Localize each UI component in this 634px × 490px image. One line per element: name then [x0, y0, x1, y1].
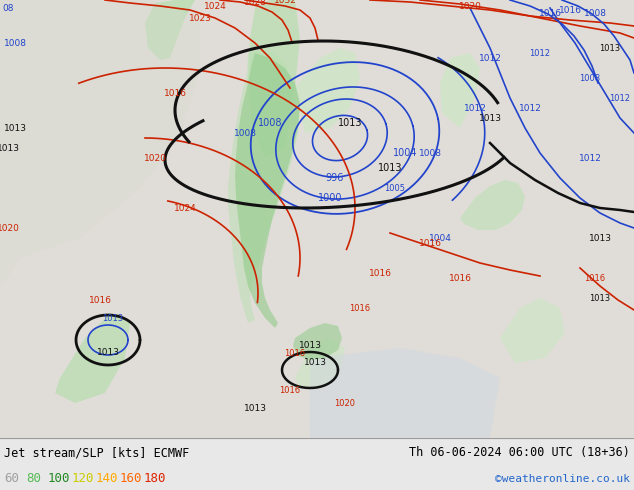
Text: 1013: 1013 — [243, 403, 266, 413]
Text: 1012: 1012 — [463, 103, 486, 113]
Text: 1013: 1013 — [588, 234, 612, 243]
Text: 1008: 1008 — [233, 128, 257, 138]
Text: 1012: 1012 — [609, 94, 630, 102]
Text: 1013: 1013 — [338, 118, 362, 128]
Text: 1013: 1013 — [479, 114, 501, 122]
Text: 1023: 1023 — [188, 14, 211, 23]
Text: 996: 996 — [326, 173, 344, 183]
Polygon shape — [440, 53, 480, 128]
Polygon shape — [500, 298, 565, 363]
Polygon shape — [235, 53, 300, 328]
Text: 1012: 1012 — [479, 53, 501, 63]
Text: 1005: 1005 — [384, 183, 406, 193]
Text: 1016: 1016 — [538, 8, 562, 18]
Text: 08: 08 — [3, 3, 14, 13]
Text: 1024: 1024 — [204, 1, 226, 10]
Polygon shape — [293, 323, 342, 360]
Text: 1016: 1016 — [164, 89, 186, 98]
Text: 1013: 1013 — [103, 314, 124, 322]
Text: 1016: 1016 — [418, 239, 441, 247]
Text: 1012: 1012 — [529, 49, 550, 57]
Text: 1032: 1032 — [273, 0, 297, 4]
Text: 1013: 1013 — [299, 341, 321, 349]
Text: ©weatheronline.co.uk: ©weatheronline.co.uk — [495, 473, 630, 484]
Text: 1013: 1013 — [96, 347, 119, 357]
Polygon shape — [0, 0, 200, 288]
Text: 1016: 1016 — [280, 386, 301, 394]
Text: 1016: 1016 — [349, 303, 370, 313]
Text: 1020: 1020 — [143, 153, 167, 163]
Text: 1016: 1016 — [585, 273, 605, 283]
Text: 1024: 1024 — [174, 203, 197, 213]
Text: 1008: 1008 — [579, 74, 600, 82]
Polygon shape — [460, 180, 525, 230]
Polygon shape — [248, 0, 300, 158]
Text: 1016: 1016 — [89, 295, 112, 304]
Text: 180: 180 — [144, 472, 167, 485]
Text: 1016: 1016 — [448, 273, 472, 283]
Text: 1020: 1020 — [458, 1, 481, 10]
Text: 1013: 1013 — [304, 358, 327, 367]
Text: 80: 80 — [26, 472, 41, 485]
Text: 140: 140 — [96, 472, 119, 485]
Text: 1013: 1013 — [599, 44, 621, 52]
Text: 1016: 1016 — [559, 5, 581, 15]
Polygon shape — [295, 338, 345, 390]
Text: 1008: 1008 — [418, 148, 441, 157]
Text: 1028: 1028 — [243, 0, 266, 6]
Polygon shape — [55, 313, 130, 403]
Text: Jet stream/SLP [kts] ECMWF: Jet stream/SLP [kts] ECMWF — [4, 446, 190, 459]
Text: 1013: 1013 — [590, 294, 611, 302]
Text: 1000: 1000 — [318, 193, 342, 203]
Text: 60: 60 — [4, 472, 19, 485]
Text: 1004: 1004 — [429, 234, 451, 243]
Text: 1013: 1013 — [0, 144, 20, 152]
Text: 1016: 1016 — [368, 269, 392, 277]
Text: 1016: 1016 — [285, 348, 306, 358]
Polygon shape — [228, 50, 300, 323]
Polygon shape — [310, 348, 500, 438]
Text: 1020: 1020 — [0, 223, 20, 232]
Text: 1004: 1004 — [392, 148, 417, 158]
Text: Th 06-06-2024 06:00 UTC (18+36): Th 06-06-2024 06:00 UTC (18+36) — [409, 446, 630, 459]
Text: 1020: 1020 — [335, 398, 356, 408]
Text: 1013: 1013 — [4, 123, 27, 132]
Text: 1012: 1012 — [519, 103, 541, 113]
Text: 1008: 1008 — [583, 8, 607, 18]
Text: 100: 100 — [48, 472, 70, 485]
Text: 1008: 1008 — [258, 118, 282, 128]
Text: 1012: 1012 — [579, 153, 602, 163]
Text: 160: 160 — [120, 472, 143, 485]
Polygon shape — [295, 48, 360, 133]
Text: 1013: 1013 — [378, 163, 402, 173]
Polygon shape — [145, 0, 195, 60]
Text: 120: 120 — [72, 472, 94, 485]
Text: 1008: 1008 — [4, 39, 27, 48]
